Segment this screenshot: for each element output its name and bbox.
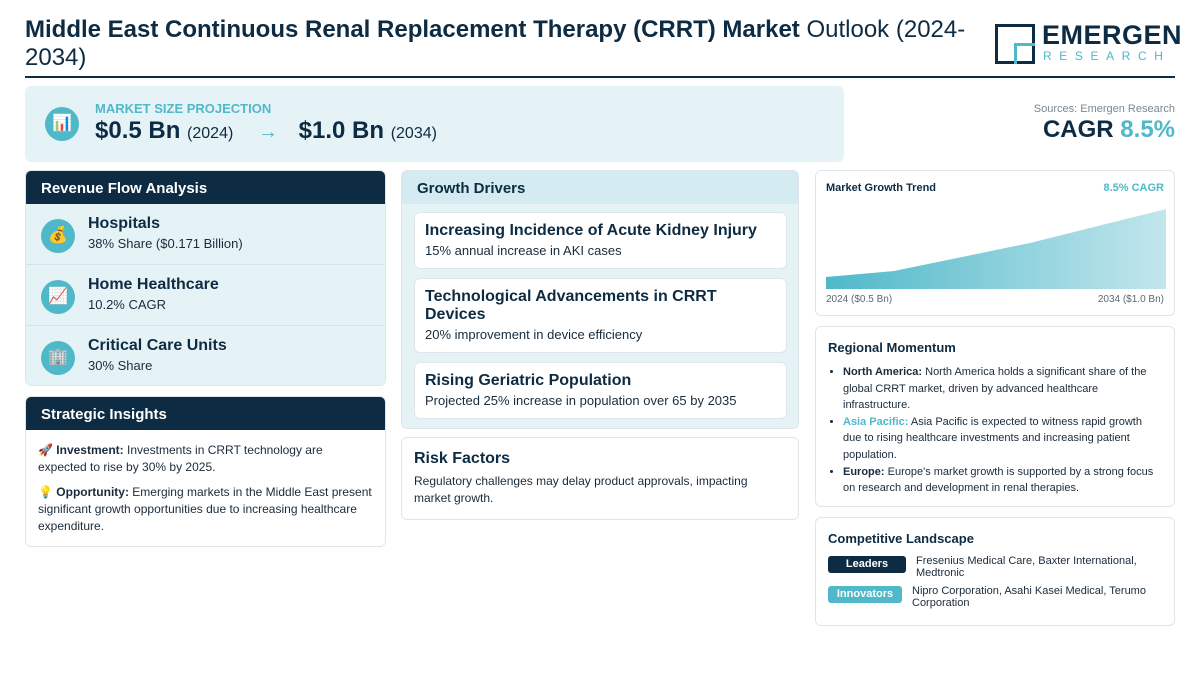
risk-factors-card: Risk Factors Regulatory challenges may d… — [401, 437, 799, 520]
growth-drivers-title: Growth Drivers — [402, 171, 798, 204]
risk-factors-title: Risk Factors — [414, 450, 511, 467]
bar-chart-icon: 📊 — [45, 107, 79, 141]
revenue-item-hospitals: 💰 Hospitals 38% Share ($0.171 Billion) — [26, 204, 385, 265]
revenue-item-sub: 30% Share — [88, 358, 153, 373]
insight-text: Investments in CRRT technology are expec… — [38, 443, 323, 474]
trend-end-label: 2034 ($1.0 Bn) — [1097, 294, 1164, 305]
driver-title: Technological Advancements in CRRT Devic… — [425, 288, 717, 323]
region-text: North America holds a significant share … — [843, 366, 1147, 412]
projection-values: $0.5 Bn (2024) → $1.0 Bn (2034) — [95, 117, 437, 145]
cagr-summary: Sources: Emergen Research CAGR 8.5% — [1034, 103, 1175, 144]
strategic-insights-title: Strategic Insights — [26, 397, 385, 430]
trend-up-icon: 📈 — [41, 280, 75, 314]
insight-text: Emerging markets in the Middle East pres… — [38, 485, 372, 533]
driver-title: Rising Geriatric Population — [425, 372, 632, 389]
region-item-asia-pacific: Asia Pacific: Asia Pacific is expected t… — [843, 414, 1162, 464]
cagr-number: 8.5% — [1120, 116, 1175, 143]
start-year: (2024) — [187, 125, 234, 142]
driver-sub: Projected 25% increase in population ove… — [425, 393, 737, 408]
building-icon: 🏢 — [41, 341, 75, 375]
region-name: Europe: — [843, 465, 885, 478]
growth-driver-item: Technological Advancements in CRRT Devic… — [414, 278, 787, 353]
logo-main-text: EMERGEN — [1042, 20, 1183, 50]
innovators-badge: Innovators — [828, 586, 902, 603]
revenue-flow-card: Revenue Flow Analysis 💰 Hospitals 38% Sh… — [25, 170, 386, 386]
emergen-logo: EMERGEN RESEARCH — [995, 20, 1182, 64]
driver-sub: 15% annual increase in AKI cases — [425, 243, 622, 258]
rocket-icon: 🚀 — [38, 443, 53, 457]
logo-mark-icon — [995, 24, 1035, 64]
growth-driver-item: Rising Geriatric Population Projected 25… — [414, 362, 787, 419]
region-text: Asia Pacific is expected to witness rapi… — [843, 415, 1142, 461]
end-value: $1.0 Bn — [298, 117, 385, 144]
competitive-landscape-title: Competitive Landscape — [828, 531, 974, 546]
revenue-item-sub: 38% Share ($0.171 Billion) — [88, 236, 243, 251]
insight-label: Opportunity: — [56, 485, 129, 499]
cagr-value: CAGR 8.5% — [1034, 116, 1175, 144]
insight-label: Investment: — [56, 443, 124, 457]
region-item-europe: Europe: Europe's market growth is suppor… — [843, 464, 1162, 497]
cagr-label: CAGR — [1042, 116, 1114, 143]
revenue-flow-title: Revenue Flow Analysis — [26, 171, 385, 204]
insight-opportunity: 💡 Opportunity: Emerging markets in the M… — [38, 484, 373, 535]
competitive-landscape-card: Competitive Landscape Leaders Fresenius … — [815, 517, 1175, 626]
insight-investment: 🚀 Investment: Investments in CRRT techno… — [38, 442, 373, 476]
market-size-projection: 📊 MARKET SIZE PROJECTION $0.5 Bn (2024) … — [25, 86, 844, 162]
risk-factors-text: Regulatory challenges may delay product … — [414, 474, 748, 505]
regional-list: North America: North America holds a sig… — [828, 364, 1162, 497]
market-growth-trend-card: Market Growth Trend 8.5% CAGR 2024 ($0.5… — [815, 170, 1175, 316]
region-text: Europe's market growth is supported by a… — [843, 465, 1154, 495]
revenue-item-name: Critical Care Units — [88, 337, 227, 354]
revenue-item-sub: 10.2% CAGR — [88, 297, 167, 312]
revenue-item-home-healthcare: 📈 Home Healthcare 10.2% CAGR — [26, 265, 385, 326]
revenue-item-name: Home Healthcare — [88, 276, 219, 293]
driver-sub: 20% improvement in device efficiency — [425, 327, 643, 342]
projection-label: MARKET SIZE PROJECTION — [95, 101, 272, 116]
trend-area-chart — [826, 209, 1166, 289]
growth-driver-item: Increasing Incidence of Acute Kidney Inj… — [414, 212, 787, 269]
arrow-right-icon: → — [257, 121, 278, 143]
trend-cagr: 8.5% CAGR — [1103, 182, 1164, 194]
leaders-names: Fresenius Medical Care, Baxter Internati… — [916, 555, 1137, 579]
start-value: $0.5 Bn — [95, 117, 181, 144]
regional-momentum-card: Regional Momentum North America: North A… — [815, 326, 1175, 507]
page-header: Middle East Continuous Renal Replacement… — [25, 14, 1182, 78]
sources-text: Sources: Emergen Research — [1033, 103, 1175, 115]
strategic-insights-card: Strategic Insights 🚀 Investment: Investm… — [25, 396, 386, 547]
trend-start-label: 2024 ($0.5 Bn) — [826, 294, 893, 305]
lightbulb-icon: 💡 — [38, 485, 53, 499]
revenue-item-critical-care: 🏢 Critical Care Units 30% Share — [26, 326, 385, 385]
title-light: Outlook (2024-2034) — [25, 16, 966, 71]
region-name: North America: — [843, 366, 923, 378]
logo-sub-text: RESEARCH — [1043, 49, 1171, 63]
driver-title: Increasing Incidence of Acute Kidney Inj… — [425, 222, 757, 239]
innovators-names: Nipro Corporation, Asahi Kasei Medical, … — [912, 585, 1146, 609]
money-bag-icon: 💰 — [41, 219, 75, 253]
region-name: Asia Pacific: — [843, 415, 909, 428]
growth-drivers-card: Growth Drivers Increasing Incidence of A… — [401, 170, 799, 429]
end-year: (2034) — [390, 125, 437, 142]
revenue-item-name: Hospitals — [88, 215, 161, 232]
trend-area — [826, 209, 1166, 289]
trend-title: Market Growth Trend — [826, 182, 937, 194]
page-title: Middle East Continuous Renal Replacement… — [25, 16, 975, 72]
regional-momentum-title: Regional Momentum — [828, 340, 956, 355]
region-item-north-america: North America: North America holds a sig… — [843, 364, 1162, 414]
title-bold: Middle East Continuous Renal Replacement… — [25, 16, 800, 43]
leaders-badge: Leaders — [828, 556, 906, 573]
